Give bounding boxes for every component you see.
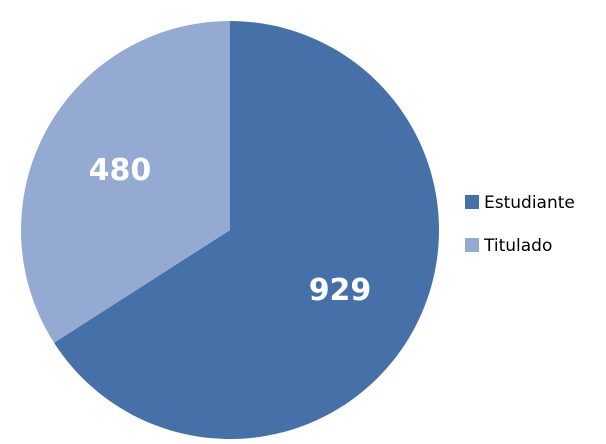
legend-swatch-estudiante [465,195,479,209]
data-label-estudiante: 929 [309,273,372,308]
pie-slices [21,21,439,439]
legend-label-titulado: Titulado [483,236,552,256]
data-label-titulado: 480 [89,153,152,188]
legend-label-estudiante: Estudiante [484,193,575,213]
pie-slice-estudiante [54,21,439,439]
pie-slice-titulado [21,21,231,343]
legend: Estudiante Titulado [465,193,575,256]
pie-data-labels: 929 480 [89,153,372,308]
legend-swatch-titulado [465,238,479,252]
